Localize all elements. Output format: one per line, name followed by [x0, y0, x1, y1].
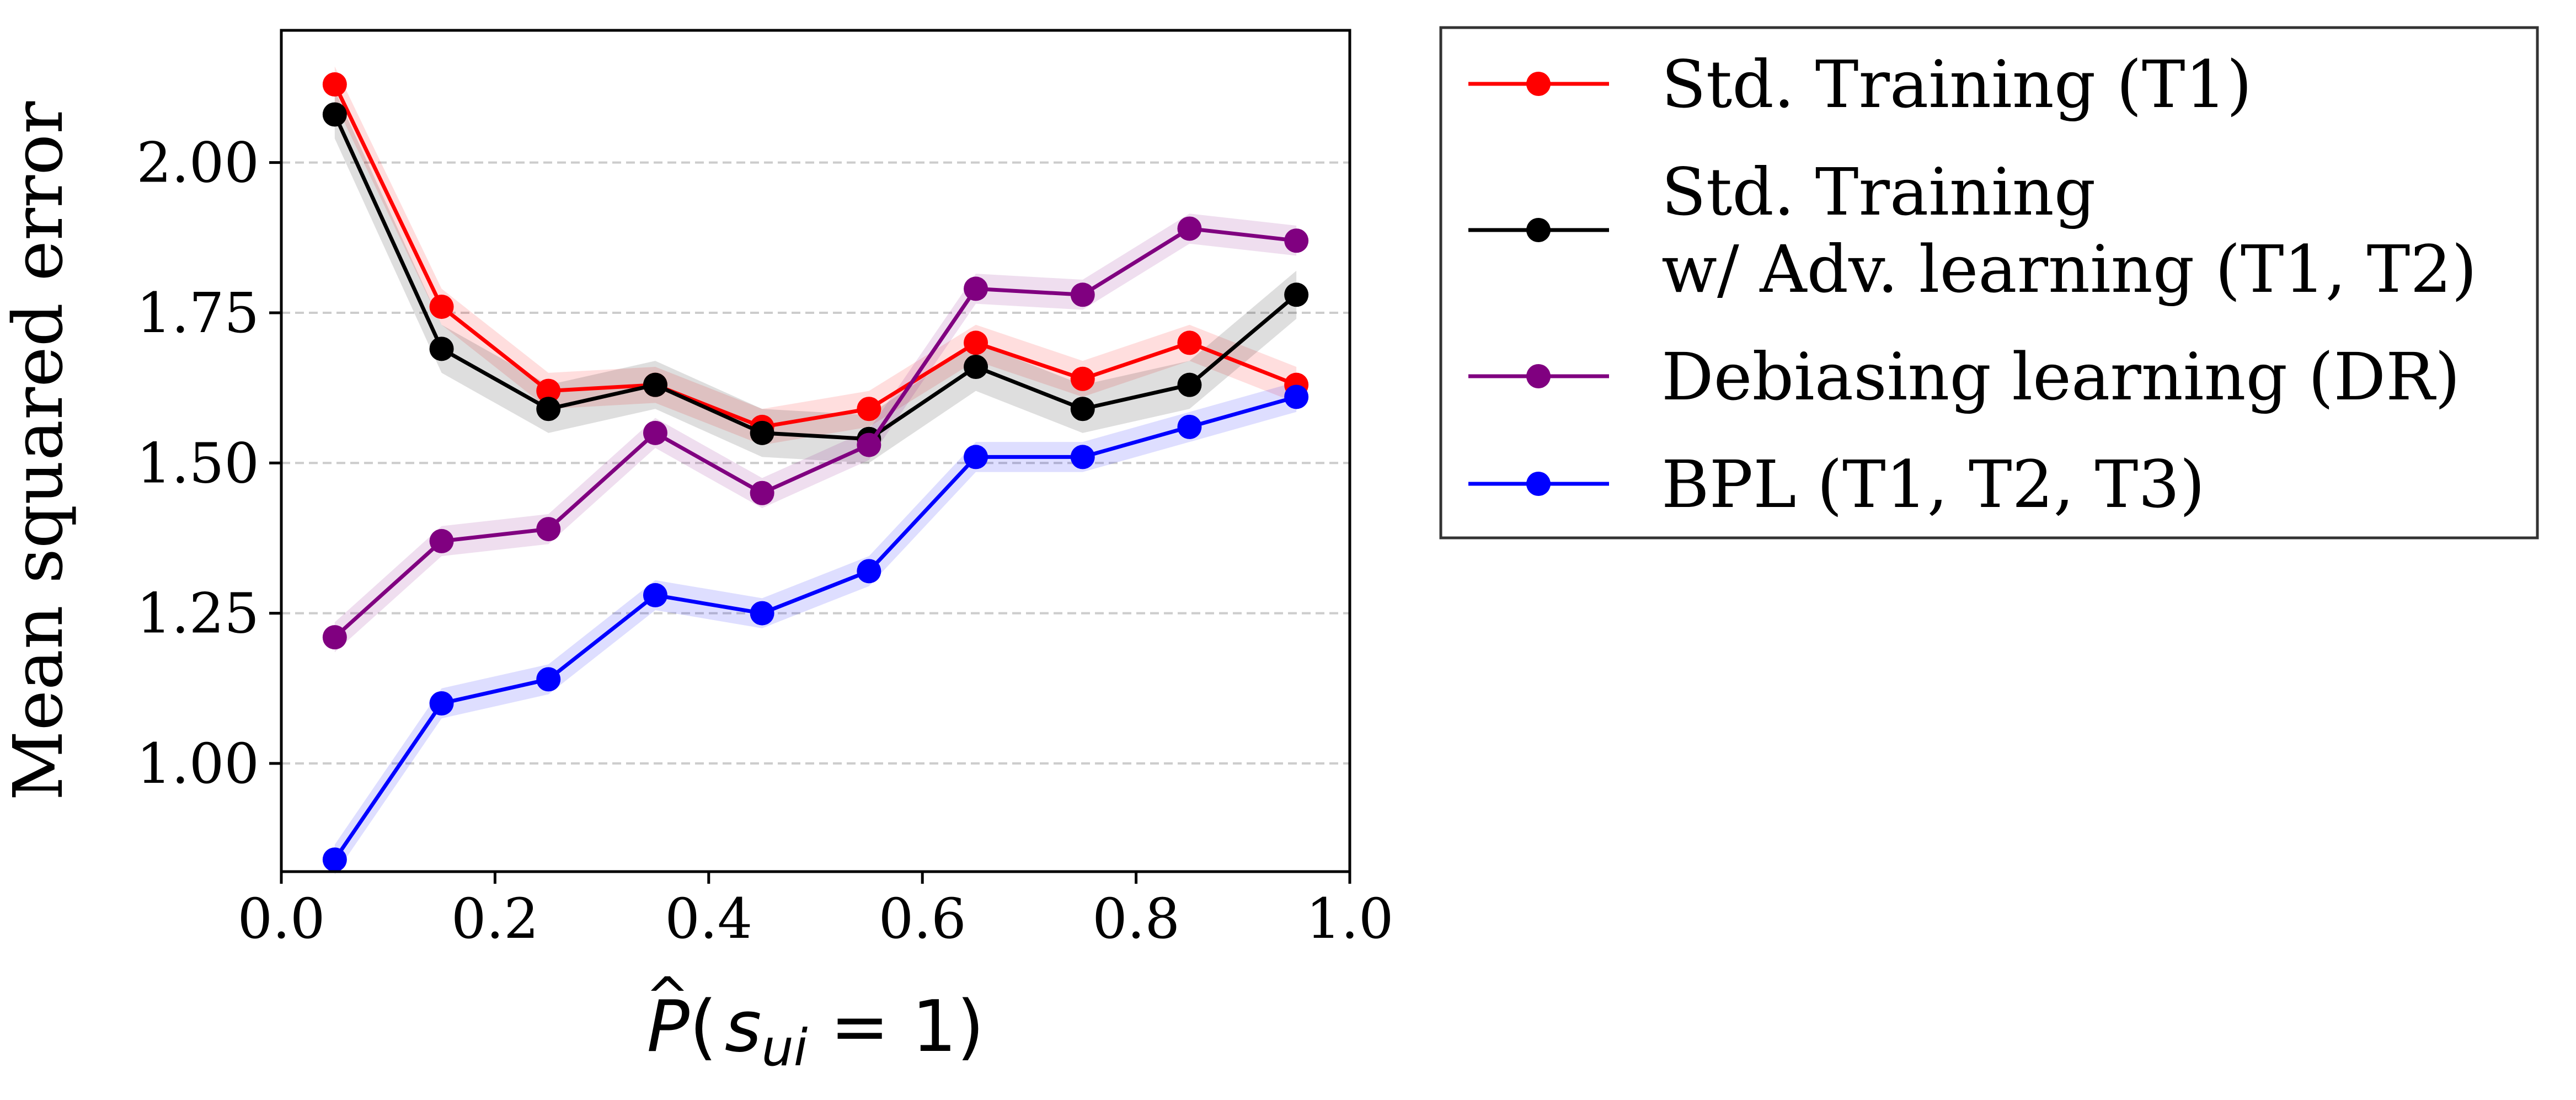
series-line-3 — [333, 395, 1297, 861]
x-tick-label: 0.6 — [879, 887, 966, 951]
data-point — [429, 528, 454, 553]
x-tick-label: 0.2 — [451, 887, 539, 951]
data-point — [964, 445, 988, 469]
y-tick-label: 1.00 — [136, 731, 259, 796]
x-axis-label-prefix: P — [647, 986, 690, 1068]
data-point — [1070, 366, 1095, 391]
series-line-2 — [333, 226, 1297, 639]
data-point — [750, 480, 774, 505]
x-axis-label-open: ( — [690, 986, 717, 1068]
x-axis-label-var: s — [725, 986, 762, 1068]
data-point — [857, 559, 881, 584]
axis-ticks: 0.0 0.2 0.4 0.6 0.8 1.0 1.00 1.25 1.50 1.75 2.00 — [136, 131, 1393, 951]
x-axis-label-sub: ui — [761, 1018, 808, 1077]
data-point — [322, 102, 347, 127]
legend-frame — [1439, 26, 2539, 540]
data-point — [536, 667, 561, 692]
data-point — [536, 517, 561, 542]
x-axis-label-hat: ^ — [645, 966, 690, 1028]
series-line-0 — [333, 83, 1297, 429]
data-point — [1177, 330, 1202, 355]
data-point — [750, 420, 774, 445]
x-tick-label: 1.0 — [1306, 887, 1393, 951]
grid-lines — [281, 161, 1350, 765]
data-point — [750, 601, 774, 626]
data-point — [964, 355, 988, 379]
y-tick-label: 1.25 — [136, 581, 259, 646]
data-point — [322, 625, 347, 650]
data-point — [536, 378, 561, 403]
data-point — [857, 397, 881, 421]
legend-swatch-marker — [1526, 218, 1551, 242]
data-point — [1070, 282, 1095, 307]
data-point — [1284, 385, 1309, 409]
data-point — [322, 847, 347, 872]
legend-swatch-marker — [1526, 72, 1551, 96]
x-tick-label: 0.0 — [237, 887, 325, 951]
legend-label: Std. Training — [1661, 154, 2096, 230]
data-point — [429, 337, 454, 361]
data-point — [964, 330, 988, 355]
y-tick-label: 1.50 — [136, 431, 259, 495]
x-axis-label: P(sui = 1) — [647, 986, 985, 1077]
data-point — [536, 397, 561, 421]
data-point — [429, 295, 454, 319]
data-point — [1177, 414, 1202, 439]
legend-label: BPL (T1, T2, T3) — [1661, 446, 2205, 522]
series-lines — [322, 72, 1309, 872]
series-line-1 — [333, 114, 1298, 441]
legend-swatch-marker — [1526, 364, 1551, 388]
data-point — [643, 372, 667, 397]
x-tick-label: 0.8 — [1092, 887, 1180, 951]
data-point — [1177, 372, 1202, 397]
data-point — [643, 583, 667, 607]
legend-swatch-marker — [1526, 472, 1551, 496]
y-axis-label: Mean squared error — [0, 101, 78, 800]
y-tick-label: 1.75 — [136, 281, 259, 345]
legend-label: Std. Training (T1) — [1661, 46, 2252, 122]
data-point — [1284, 228, 1309, 253]
y-tick-label: 2.00 — [136, 131, 259, 195]
data-point — [1070, 445, 1095, 469]
legend-label: w/ Adv. learning (T1, T2) — [1661, 231, 2477, 307]
data-point — [1070, 397, 1095, 421]
data-point — [643, 420, 667, 445]
x-axis-label-rest: = 1) — [808, 986, 984, 1068]
data-point — [964, 276, 988, 301]
data-point — [322, 72, 347, 97]
data-point — [1284, 282, 1309, 307]
legend-label: Debiasing learning (DR) — [1661, 339, 2460, 415]
data-point — [429, 691, 454, 715]
data-point — [857, 432, 881, 457]
plot-area-frame — [280, 29, 1351, 873]
x-tick-label: 0.4 — [665, 887, 752, 951]
data-point — [1177, 216, 1202, 241]
